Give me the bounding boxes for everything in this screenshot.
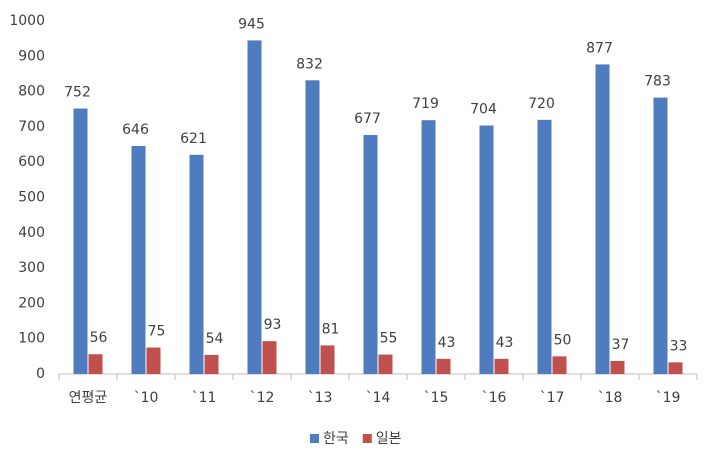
y-tick-label: 400	[18, 225, 45, 241]
data-label: 43	[438, 335, 456, 351]
data-label: 50	[554, 332, 572, 348]
x-tick-label: `19	[656, 390, 681, 406]
data-label: 945	[238, 16, 265, 32]
bar	[88, 354, 103, 374]
bar	[131, 145, 146, 374]
data-label: 877	[586, 40, 613, 56]
bar	[668, 362, 683, 374]
y-tick-label: 900	[18, 48, 45, 64]
data-label: 646	[122, 122, 149, 138]
x-tick-label: `14	[366, 390, 391, 406]
bar	[436, 358, 451, 374]
data-label: 56	[90, 330, 108, 346]
bar	[537, 119, 552, 374]
x-tick-label: `15	[424, 390, 449, 406]
y-tick-label: 100	[18, 331, 45, 347]
bar	[494, 358, 509, 374]
data-label: 783	[644, 74, 671, 90]
x-tick-label: `10	[134, 390, 159, 406]
data-label: 677	[354, 111, 381, 127]
legend-label: 일본	[376, 431, 402, 447]
bar	[305, 80, 320, 374]
x-tick-label: 연평균	[69, 390, 108, 406]
data-label: 621	[180, 131, 207, 147]
bar	[262, 341, 277, 374]
data-label: 75	[148, 324, 166, 340]
bar	[479, 125, 494, 374]
bar	[204, 354, 219, 374]
x-tick-label: `17	[540, 390, 565, 406]
legend-swatch	[362, 434, 372, 443]
legend-swatch	[310, 434, 319, 443]
data-label: 54	[206, 331, 224, 347]
y-tick-label: 600	[18, 154, 45, 170]
y-tick-label: 1000	[9, 13, 45, 29]
x-tick-label: `13	[308, 390, 333, 406]
bar	[247, 40, 262, 374]
x-tick-label: `11	[192, 390, 217, 406]
data-label: 720	[528, 96, 555, 112]
bar	[610, 360, 625, 374]
y-tick-label: 300	[18, 260, 45, 276]
bar	[653, 97, 668, 374]
bar	[552, 356, 567, 374]
data-label: 832	[296, 56, 323, 72]
data-label: 81	[322, 321, 340, 337]
y-tick-label: 0	[36, 366, 45, 382]
x-tick-label: `12	[250, 390, 275, 406]
data-label: 55	[380, 331, 398, 347]
y-tick-label: 700	[18, 119, 45, 135]
x-tick-label: `16	[482, 390, 507, 406]
bar	[363, 135, 378, 374]
data-label: 43	[496, 335, 514, 351]
y-tick-label: 800	[18, 84, 45, 100]
data-label: 704	[470, 101, 497, 117]
y-tick-label: 200	[18, 295, 45, 311]
legend-label: 한국	[323, 431, 349, 447]
data-label: 33	[670, 338, 688, 354]
bar	[146, 347, 161, 374]
x-tick-label: `18	[598, 390, 623, 406]
data-label: 752	[64, 85, 91, 101]
data-label: 37	[612, 337, 630, 353]
bar	[320, 345, 335, 374]
data-label: 93	[264, 317, 282, 333]
y-tick-label: 500	[18, 190, 45, 206]
bar	[421, 120, 436, 375]
bar	[378, 354, 393, 374]
bar	[189, 154, 204, 374]
bar	[73, 108, 88, 374]
bar	[595, 64, 610, 374]
data-label: 719	[412, 96, 439, 112]
